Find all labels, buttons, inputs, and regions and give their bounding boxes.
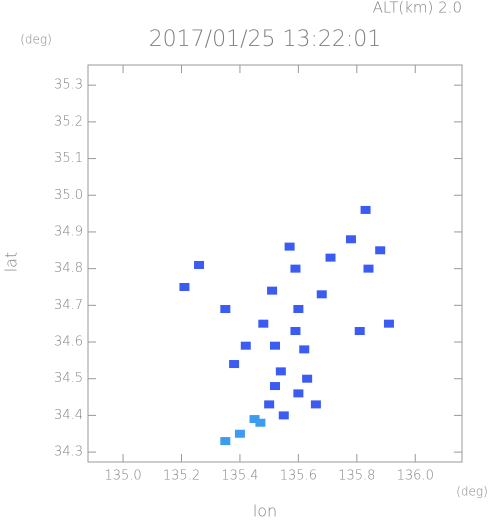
y-tick-label: 34.5 (54, 371, 83, 386)
y-axis-label: lat (2, 252, 21, 273)
y-tick-label: 34.7 (54, 298, 83, 313)
y-tick-label: 35.1 (54, 151, 83, 166)
echo (249, 415, 260, 424)
echo (299, 345, 310, 354)
echo (275, 367, 286, 376)
x-tick-label: 135.2 (163, 469, 200, 484)
echo (278, 411, 289, 420)
echo (270, 382, 280, 391)
echo (345, 235, 356, 244)
y-tick-label: 34.3 (54, 445, 83, 460)
x-tick-label: 136.0 (397, 469, 434, 484)
echo (194, 260, 205, 269)
echo (258, 319, 269, 328)
echo (255, 418, 266, 427)
echo (290, 327, 301, 336)
x-tick-label: 135.0 (104, 469, 141, 484)
echo (284, 242, 295, 251)
echo (234, 429, 245, 438)
echo (179, 282, 190, 291)
y-tick-label: 34.6 (54, 335, 83, 350)
chart-title: 2017/01/25 13:22:01 (149, 27, 382, 52)
echo (220, 437, 231, 446)
echo (354, 327, 365, 336)
echo (267, 286, 278, 295)
echo (375, 246, 386, 255)
echo (229, 360, 240, 369)
echo (293, 304, 304, 313)
echo (363, 264, 374, 273)
y-tick-label: 34.9 (54, 224, 83, 239)
x-tick-label: 135.4 (221, 469, 258, 484)
echo (310, 400, 321, 409)
plot-frame (87, 64, 463, 463)
x-tick-label: 135.8 (338, 469, 375, 484)
echo (316, 290, 327, 299)
echo (293, 389, 304, 398)
echo (325, 253, 336, 262)
y-tick-label: 35.2 (54, 114, 83, 129)
altitude-label: ALT(km) 2.0 (373, 0, 462, 17)
y-unit: (deg) (20, 33, 52, 47)
echo (302, 374, 313, 383)
echo (220, 304, 231, 313)
x-unit: (deg) (456, 485, 488, 499)
echo (240, 341, 251, 350)
echo (383, 319, 394, 328)
echo (264, 400, 275, 409)
y-tick-label: 34.4 (54, 408, 83, 423)
y-tick-label: 35.3 (54, 78, 83, 93)
echo (270, 341, 280, 350)
echo (360, 205, 371, 214)
echo (290, 264, 301, 273)
x-tick-label: 135.6 (280, 469, 317, 484)
y-tick-label: 35.0 (54, 188, 83, 203)
y-tick-label: 34.8 (54, 261, 83, 276)
x-axis-label: lon (253, 502, 277, 521)
